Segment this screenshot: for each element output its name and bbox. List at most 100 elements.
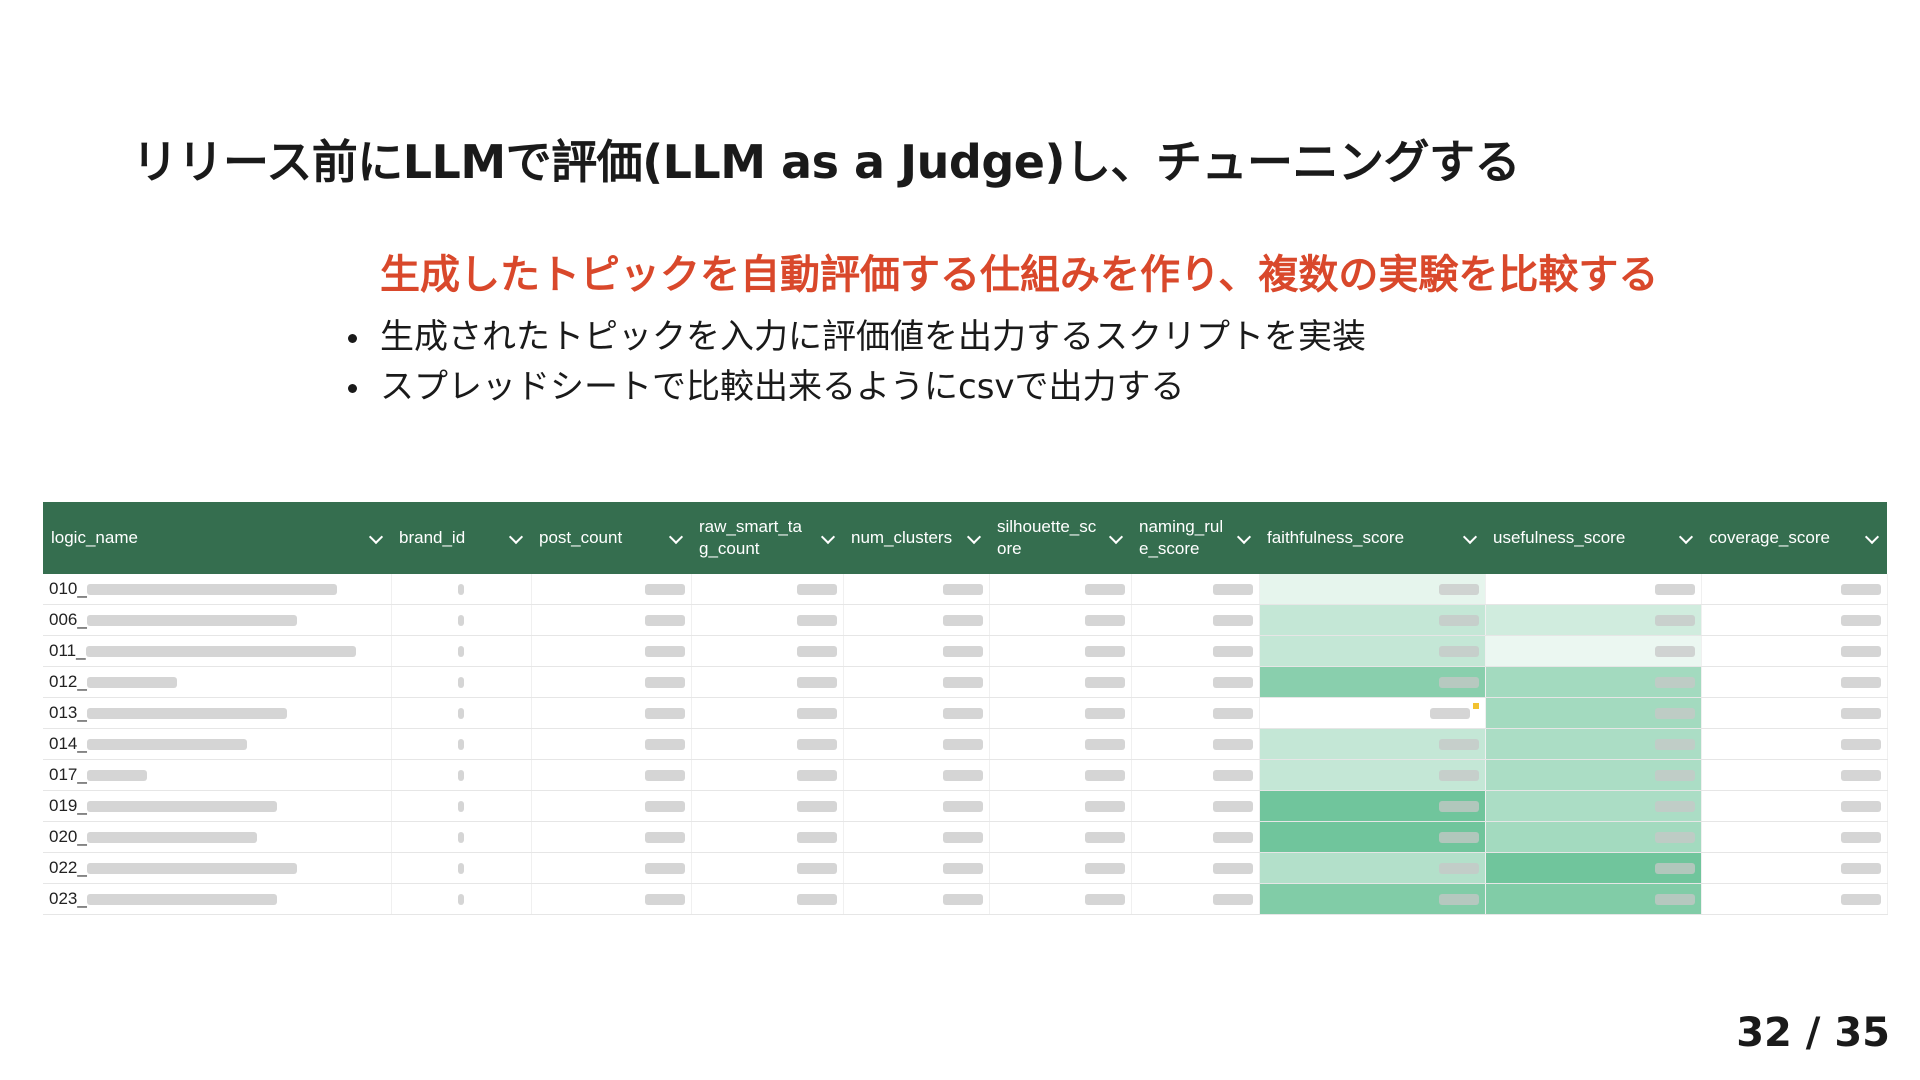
cell-faithfulness-score[interactable]: [1259, 666, 1486, 698]
cell-naming-rule-score[interactable]: [1131, 604, 1260, 636]
column-header-naming-rule-score[interactable]: naming_rule_score: [1131, 502, 1259, 574]
cell-logic-name[interactable]: 014_: [43, 728, 392, 760]
cell-faithfulness-score[interactable]: [1259, 604, 1486, 636]
cell-coverage-score[interactable]: [1701, 574, 1888, 605]
cell-num-clusters[interactable]: [843, 759, 990, 791]
cell-coverage-score[interactable]: [1701, 666, 1888, 698]
cell-num-clusters[interactable]: [843, 728, 990, 760]
cell-naming-rule-score[interactable]: [1131, 728, 1260, 760]
cell-faithfulness-score[interactable]: [1259, 728, 1486, 760]
cell-coverage-score[interactable]: [1701, 635, 1888, 667]
cell-brand-id[interactable]: [391, 666, 532, 698]
cell-coverage-score[interactable]: [1701, 697, 1888, 729]
cell-coverage-score[interactable]: [1701, 821, 1888, 853]
cell-naming-rule-score[interactable]: [1131, 697, 1260, 729]
cell-usefulness-score[interactable]: [1485, 666, 1702, 698]
cell-brand-id[interactable]: [391, 821, 532, 853]
column-header-num-clusters[interactable]: num_clusters: [843, 502, 989, 574]
cell-num-clusters[interactable]: [843, 574, 990, 605]
cell-num-clusters[interactable]: [843, 666, 990, 698]
cell-logic-name[interactable]: 012_: [43, 666, 392, 698]
cell-silhouette-score[interactable]: [989, 728, 1132, 760]
cell-num-clusters[interactable]: [843, 635, 990, 667]
cell-logic-name[interactable]: 010_: [43, 574, 392, 605]
column-header-silhouette-score[interactable]: silhouette_score: [989, 502, 1131, 574]
cell-brand-id[interactable]: [391, 883, 532, 915]
cell-silhouette-score[interactable]: [989, 759, 1132, 791]
cell-raw-smart-tag-count[interactable]: [691, 759, 844, 791]
cell-silhouette-score[interactable]: [989, 574, 1132, 605]
cell-brand-id[interactable]: [391, 728, 532, 760]
cell-post-count[interactable]: [531, 635, 692, 667]
cell-post-count[interactable]: [531, 852, 692, 884]
cell-raw-smart-tag-count[interactable]: [691, 728, 844, 760]
cell-faithfulness-score[interactable]: [1259, 883, 1486, 915]
cell-raw-smart-tag-count[interactable]: [691, 635, 844, 667]
column-header-brand-id[interactable]: brand_id: [391, 502, 531, 574]
cell-logic-name[interactable]: 023_: [43, 883, 392, 915]
cell-usefulness-score[interactable]: [1485, 759, 1702, 791]
cell-silhouette-score[interactable]: [989, 852, 1132, 884]
cell-naming-rule-score[interactable]: [1131, 883, 1260, 915]
cell-usefulness-score[interactable]: [1485, 604, 1702, 636]
cell-post-count[interactable]: [531, 604, 692, 636]
cell-raw-smart-tag-count[interactable]: [691, 574, 844, 605]
cell-num-clusters[interactable]: [843, 852, 990, 884]
cell-coverage-score[interactable]: [1701, 728, 1888, 760]
cell-silhouette-score[interactable]: [989, 821, 1132, 853]
cell-logic-name[interactable]: 006_: [43, 604, 392, 636]
cell-silhouette-score[interactable]: [989, 790, 1132, 822]
cell-raw-smart-tag-count[interactable]: [691, 852, 844, 884]
cell-usefulness-score[interactable]: [1485, 574, 1702, 605]
cell-logic-name[interactable]: 020_: [43, 821, 392, 853]
cell-faithfulness-score[interactable]: [1259, 821, 1486, 853]
cell-raw-smart-tag-count[interactable]: [691, 883, 844, 915]
cell-usefulness-score[interactable]: [1485, 883, 1702, 915]
column-header-post-count[interactable]: post_count: [531, 502, 691, 574]
cell-post-count[interactable]: [531, 728, 692, 760]
cell-silhouette-score[interactable]: [989, 883, 1132, 915]
cell-post-count[interactable]: [531, 574, 692, 605]
cell-logic-name[interactable]: 019_: [43, 790, 392, 822]
cell-coverage-score[interactable]: [1701, 790, 1888, 822]
cell-usefulness-score[interactable]: [1485, 697, 1702, 729]
cell-num-clusters[interactable]: [843, 790, 990, 822]
cell-silhouette-score[interactable]: [989, 635, 1132, 667]
cell-num-clusters[interactable]: [843, 883, 990, 915]
cell-brand-id[interactable]: [391, 574, 532, 605]
column-header-usefulness-score[interactable]: usefulness_score: [1485, 502, 1701, 574]
cell-naming-rule-score[interactable]: [1131, 759, 1260, 791]
cell-usefulness-score[interactable]: [1485, 821, 1702, 853]
cell-logic-name[interactable]: 017_: [43, 759, 392, 791]
cell-usefulness-score[interactable]: [1485, 728, 1702, 760]
cell-brand-id[interactable]: [391, 604, 532, 636]
cell-faithfulness-score[interactable]: [1259, 697, 1486, 729]
cell-brand-id[interactable]: [391, 790, 532, 822]
cell-brand-id[interactable]: [391, 759, 532, 791]
cell-num-clusters[interactable]: [843, 697, 990, 729]
cell-faithfulness-score[interactable]: [1259, 790, 1486, 822]
cell-post-count[interactable]: [531, 759, 692, 791]
cell-logic-name[interactable]: 013_: [43, 697, 392, 729]
cell-raw-smart-tag-count[interactable]: [691, 666, 844, 698]
cell-brand-id[interactable]: [391, 697, 532, 729]
cell-silhouette-score[interactable]: [989, 604, 1132, 636]
column-header-logic-name[interactable]: logic_name: [43, 502, 391, 574]
cell-usefulness-score[interactable]: [1485, 790, 1702, 822]
cell-raw-smart-tag-count[interactable]: [691, 790, 844, 822]
cell-brand-id[interactable]: [391, 635, 532, 667]
cell-usefulness-score[interactable]: [1485, 852, 1702, 884]
cell-post-count[interactable]: [531, 697, 692, 729]
cell-post-count[interactable]: [531, 883, 692, 915]
cell-silhouette-score[interactable]: [989, 666, 1132, 698]
cell-post-count[interactable]: [531, 666, 692, 698]
cell-faithfulness-score[interactable]: [1259, 852, 1486, 884]
cell-post-count[interactable]: [531, 790, 692, 822]
cell-coverage-score[interactable]: [1701, 883, 1888, 915]
cell-post-count[interactable]: [531, 821, 692, 853]
cell-logic-name[interactable]: 022_: [43, 852, 392, 884]
cell-num-clusters[interactable]: [843, 604, 990, 636]
cell-raw-smart-tag-count[interactable]: [691, 697, 844, 729]
cell-coverage-score[interactable]: [1701, 759, 1888, 791]
column-header-faithfulness-score[interactable]: faithfulness_score: [1259, 502, 1485, 574]
